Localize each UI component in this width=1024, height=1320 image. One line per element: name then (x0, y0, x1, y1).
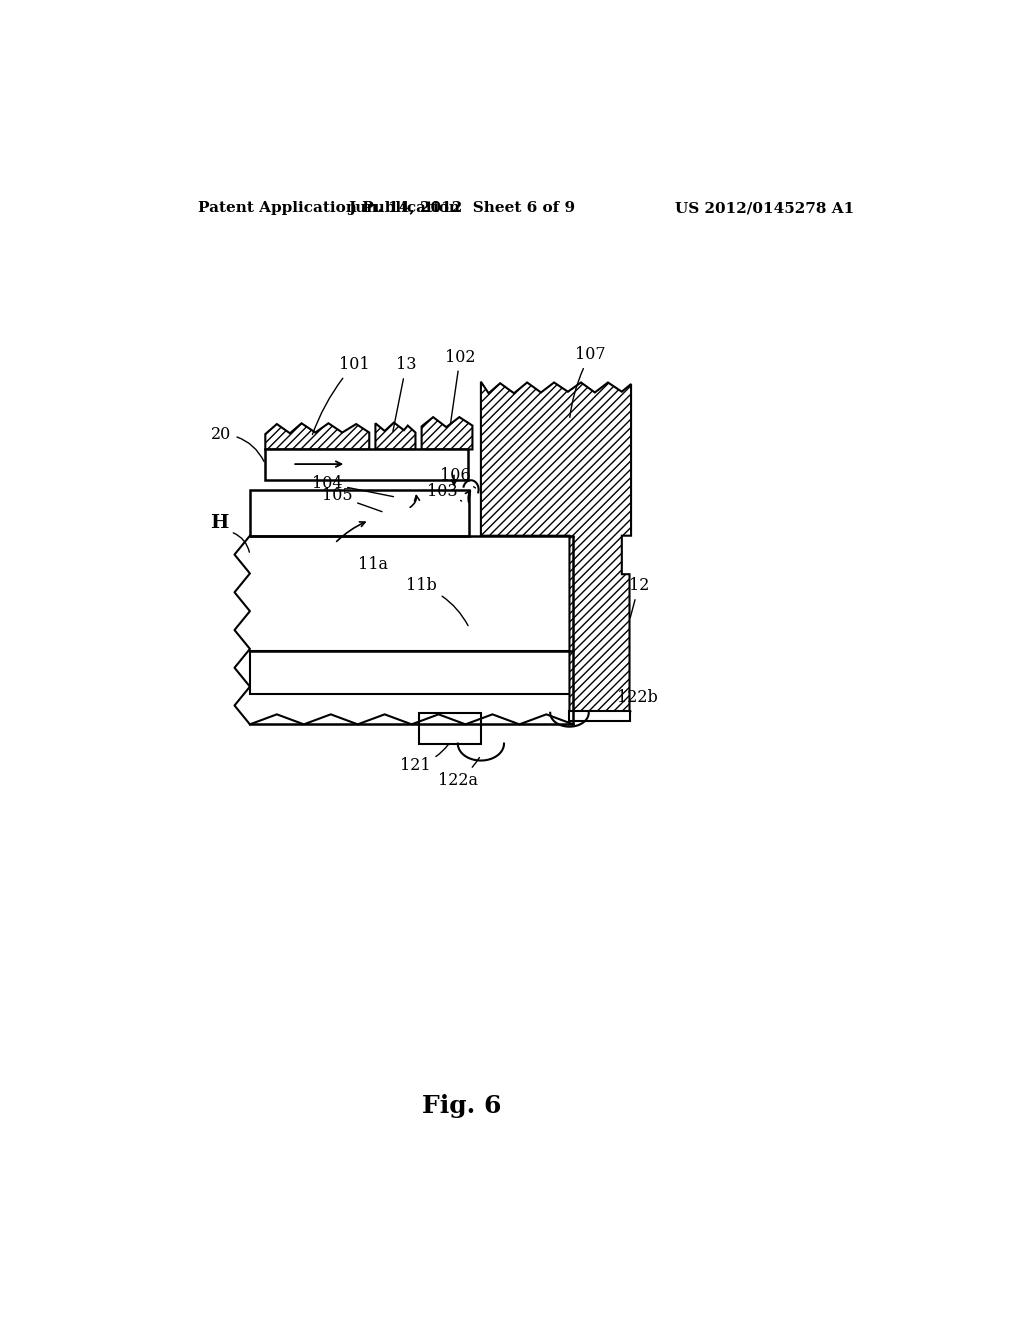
Text: 106: 106 (440, 467, 475, 488)
Text: 105: 105 (322, 487, 382, 512)
Text: 101: 101 (312, 356, 370, 434)
Polygon shape (250, 651, 573, 693)
Polygon shape (250, 536, 573, 725)
Text: 13: 13 (393, 356, 417, 432)
Polygon shape (376, 422, 416, 449)
Text: 107: 107 (569, 346, 605, 417)
Polygon shape (419, 713, 481, 743)
Text: 102: 102 (444, 348, 475, 424)
Text: 11a: 11a (358, 556, 388, 573)
Text: H: H (210, 513, 228, 532)
Text: Jun. 14, 2012  Sheet 6 of 9: Jun. 14, 2012 Sheet 6 of 9 (348, 202, 575, 215)
Text: 103: 103 (427, 483, 462, 502)
Text: 12: 12 (629, 577, 649, 618)
Text: 122a: 122a (438, 758, 479, 789)
Text: US 2012/0145278 A1: US 2012/0145278 A1 (675, 202, 854, 215)
Text: Patent Application Publication: Patent Application Publication (198, 202, 460, 215)
Polygon shape (265, 424, 370, 449)
Polygon shape (250, 490, 469, 536)
Polygon shape (569, 711, 630, 721)
Polygon shape (422, 417, 472, 449)
Text: Fig. 6: Fig. 6 (422, 1093, 502, 1118)
Polygon shape (265, 449, 468, 480)
Text: 11b: 11b (407, 577, 468, 626)
Text: 121: 121 (400, 744, 449, 774)
Text: 20: 20 (211, 425, 264, 462)
Polygon shape (481, 381, 631, 717)
Text: 104: 104 (311, 475, 393, 496)
Text: 122b: 122b (616, 689, 657, 711)
